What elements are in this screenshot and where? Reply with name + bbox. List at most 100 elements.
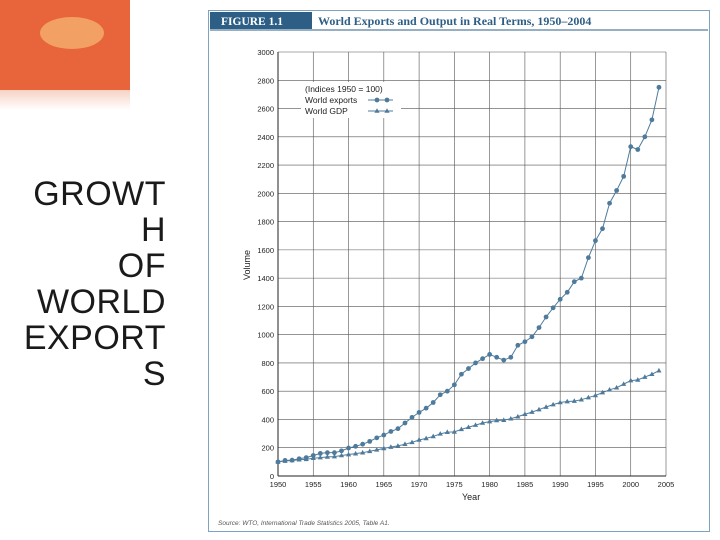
x-axis-label: Year [462,492,480,502]
series-line-exports [277,87,660,463]
y-tick-label: 400 [261,415,274,424]
data-point-gdp [522,411,528,417]
legend-marker-gdp [374,108,380,113]
data-point-exports [578,275,584,281]
series-layer [275,84,662,465]
data-point-exports [466,366,471,371]
data-point-exports [473,360,478,366]
data-point-gdp [416,437,422,442]
data-point-gdp [381,445,387,451]
data-point-gdp [367,448,373,454]
data-point-exports [607,200,612,206]
data-point-gdp [571,398,577,403]
axis-layer: 0 200 400 600 800 1000 1200 1400 1600 1800 2000 220… [257,48,674,489]
data-point-exports [529,334,535,340]
data-point-exports [649,117,655,123]
y-tick-label: 1600 [257,246,274,255]
data-point-gdp [353,450,359,456]
data-point-exports [374,435,380,441]
data-point-gdp [656,367,662,373]
data-point-exports [642,134,648,140]
data-point-gdp [592,392,599,398]
legend-label-gdp: World GDP [305,106,348,116]
data-point-exports [557,296,563,302]
source-note: Source: WTO, International Trade Statist… [218,520,390,527]
data-point-gdp [423,435,429,441]
data-point-gdp [345,451,352,457]
data-point-gdp [282,458,288,463]
data-point-gdp [402,441,408,446]
x-tick-label: 1995 [587,480,604,489]
data-point-exports [388,429,394,434]
figure-frame [208,10,710,532]
y-tick-label: 2800 [257,76,274,85]
data-point-gdp [437,431,443,436]
data-point-gdp [360,449,366,455]
y-tick-label: 2600 [257,105,274,114]
x-tick-label: 2000 [622,480,639,489]
data-point-exports [332,450,337,456]
data-point-exports [635,147,641,152]
data-point-exports [600,226,605,232]
y-tick-label: 0 [270,472,274,481]
data-point-gdp [501,417,507,422]
data-point-gdp [472,422,479,427]
data-point-gdp [388,444,394,449]
series-line-gdp [277,370,660,463]
x-tick-label: 1970 [411,480,428,489]
data-point-exports [543,314,549,320]
data-point-gdp [409,439,415,445]
legend-label-exports: World exports [305,95,357,105]
x-tick-label: 1955 [305,480,322,489]
x-tick-label: 1985 [517,480,534,489]
data-point-exports [515,342,521,348]
data-point-gdp [529,409,535,414]
x-tick-label: 1990 [552,480,569,489]
data-point-gdp [430,433,436,439]
data-point-exports [324,450,330,456]
data-point-exports [628,144,634,150]
data-point-gdp [564,398,570,404]
data-point-gdp [543,404,549,409]
data-point-exports [444,388,450,394]
legend-marker-gdp [384,108,390,113]
data-point-gdp [606,386,613,392]
data-point-gdp [310,455,316,460]
legend-marker-exports [374,97,380,103]
data-point-gdp [317,454,323,460]
data-point-exports [346,445,351,451]
y-tick-label: 2200 [257,161,274,170]
data-point-exports [494,354,500,360]
chart-title: World Exports and Output in Real Terms, … [318,14,591,28]
y-tick-label: 2000 [257,189,274,198]
y-tick-label: 200 [261,444,274,453]
data-point-gdp [487,418,493,424]
data-point-gdp [324,454,330,459]
data-point-exports [508,354,514,360]
data-point-exports [593,238,598,244]
data-point-gdp [331,453,338,459]
data-point-gdp [338,452,345,458]
slide-title-line: EXPORT [23,319,166,357]
data-point-exports [522,339,528,345]
x-tick-label: 1950 [270,480,287,489]
y-tick-label: 3000 [257,48,274,57]
data-point-exports [656,84,662,90]
data-point-exports [614,188,620,193]
data-point-exports [402,420,408,426]
x-tick-label: 2005 [658,480,675,489]
data-point-exports [536,325,542,330]
y-axis-label: Volume [242,250,252,280]
data-point-gdp [303,456,309,462]
data-point-gdp [635,377,641,382]
corner-oval-decoration [40,17,104,49]
slide-title-line: WORLD [36,283,166,321]
data-point-gdp [296,456,302,462]
data-point-exports [416,410,422,415]
data-point-exports [487,352,493,357]
data-point-gdp [557,399,563,405]
data-point-gdp [614,384,620,390]
data-point-gdp [642,374,648,379]
data-point-exports [395,426,401,432]
slide-title-line: GROWT [33,175,166,213]
